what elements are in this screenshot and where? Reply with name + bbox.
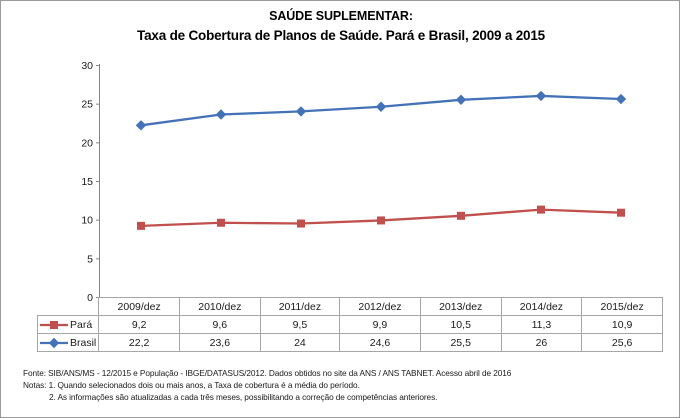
table-cell: 10,5	[419, 315, 502, 334]
footnote-note-1: Notas: 1. Quando selecionados dois ou ma…	[23, 380, 360, 390]
diamond-marker-icon	[615, 93, 627, 105]
table-header-2015-dez: 2015/dez	[581, 297, 663, 316]
data-table: 2009/dez 2010/dez 2011/dez 2012/dez 2013/dez…	[36, 297, 663, 352]
footnote-note-2: 2. As informações são atualizadas a cada…	[49, 392, 438, 402]
y-axis-tick-label: 0	[87, 292, 93, 304]
chart-title-line-1: SAÚDE SUPLEMENTAR:	[269, 9, 413, 23]
footnotes-block: Fonte: SIB/ANS/MS - 12/2015 e População …	[23, 367, 673, 403]
table-cell: 11,3	[500, 315, 583, 334]
legend-item-par: Pará	[36, 315, 100, 334]
table-header-2010-dez: 2010/dez	[178, 297, 261, 316]
legend-item-brasil: Brasil	[36, 333, 100, 352]
y-axis-tick-label: 15	[81, 176, 93, 188]
series-par	[137, 205, 625, 230]
diamond-marker-icon	[135, 120, 147, 131]
diamond-marker-icon	[375, 101, 387, 112]
table-cell: 25,6	[581, 333, 663, 352]
table-cell: 22,2	[98, 333, 180, 352]
square-marker-icon	[297, 219, 305, 228]
table-header-2013-dez: 2013/dez	[419, 297, 502, 316]
diamond-marker-icon	[215, 109, 227, 120]
y-axis-tick-label: 20	[81, 137, 93, 149]
data-series-group	[135, 90, 627, 230]
y-axis-tick-label: 10	[81, 215, 93, 227]
table-header-2012-dez: 2012/dez	[339, 297, 421, 316]
table-cell: 24	[259, 333, 341, 352]
y-axis-tick-group: 30 25 20 15 10 5 0	[81, 60, 100, 304]
table-cell: 24,6	[339, 333, 421, 352]
square-marker-icon	[137, 221, 145, 230]
table-corner-cell	[38, 298, 99, 316]
square-marker-icon	[377, 216, 385, 225]
legend-marker	[39, 337, 69, 349]
chart-title-block: SAÚDE SUPLEMENTAR: Taxa de Cobertura de …	[1, 8, 679, 46]
y-axis-tick-label: 5	[87, 253, 93, 265]
table-cell: 23,6	[178, 333, 261, 352]
footnote-source: Fonte: SIB/ANS/MS - 12/2015 e População …	[23, 368, 512, 378]
legend-marker	[39, 319, 69, 331]
chart-title-line-2: Taxa de Cobertura de Planos de Saúde. Pa…	[137, 28, 545, 43]
y-axis-tick-label: 30	[81, 60, 93, 72]
diamond-marker-icon	[535, 90, 547, 102]
table-header-2011-dez: 2011/dez	[259, 297, 341, 316]
table-cell: 26	[500, 333, 583, 352]
line-chart-svg: 30 25 20 15 10 5 0	[81, 60, 663, 304]
square-marker-icon	[40, 320, 68, 329]
table-body: Pará 9,2 9,6 9,5 9,9 10,5 11,3 10,9 Brasil 22,2 23…	[36, 315, 663, 352]
table-row: Pará 9,2 9,6 9,5 9,9 10,5 11,3 10,9	[36, 315, 663, 334]
table-cell: 9,9	[339, 315, 421, 334]
legend-label: Brasil	[70, 336, 97, 349]
diamond-marker-icon	[295, 106, 307, 117]
legend-label: Pará	[70, 318, 93, 331]
table-cell: 9,6	[178, 315, 261, 334]
table-cell: 10,9	[581, 315, 663, 334]
plot-area: 30 25 20 15 10 5 0	[1, 56, 679, 304]
y-axis-tick-label: 25	[81, 99, 93, 111]
series-brasil	[135, 90, 627, 131]
table-header-2014-dez: 2014/dez	[500, 297, 583, 316]
diamond-marker-icon	[40, 337, 68, 348]
table-cell: 9,5	[259, 315, 341, 334]
diamond-marker-icon	[455, 94, 467, 105]
table-header-row: 2009/dez 2010/dez 2011/dez 2012/dez 2013/dez…	[38, 297, 663, 316]
table-header-2009-dez: 2009/dez	[98, 297, 180, 316]
square-marker-icon	[457, 211, 465, 220]
table-cell: 25,5	[419, 333, 502, 352]
table-row: Brasil 22,2 23,6 24 24,6 25,5 26 25,6	[36, 333, 663, 352]
table-cell: 9,2	[98, 315, 180, 334]
square-marker-icon	[217, 218, 225, 227]
square-marker-icon	[537, 205, 545, 214]
square-marker-icon	[617, 208, 625, 217]
